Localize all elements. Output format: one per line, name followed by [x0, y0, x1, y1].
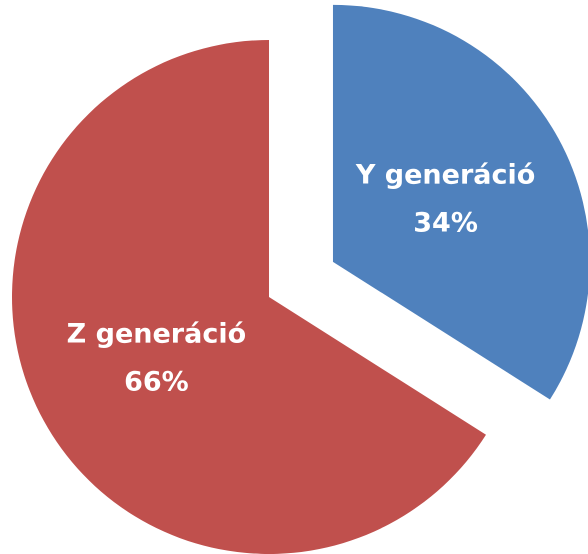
slice-category-label: Y generáció: [355, 159, 535, 190]
slice-value-label: 66%: [124, 366, 189, 397]
pie-slice: [11, 40, 486, 554]
slice-category-label: Z generáció: [67, 318, 247, 349]
pie-slice: [332, 4, 588, 400]
slice-value-label: 34%: [413, 207, 478, 238]
